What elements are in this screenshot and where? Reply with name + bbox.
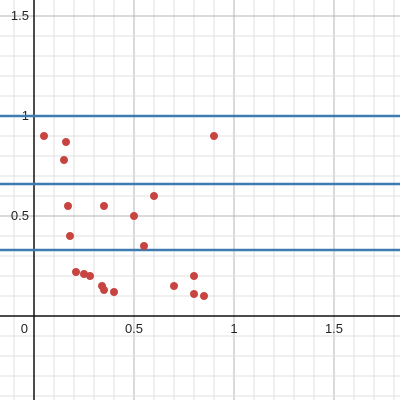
horizontal-lines [0,114,400,252]
data-point [170,282,178,290]
data-point [130,212,138,220]
data-point [210,132,218,140]
data-point [200,292,208,300]
data-point [150,192,158,200]
data-point [100,286,108,294]
data-point [110,288,118,296]
data-point [64,202,72,210]
data-point [190,290,198,298]
data-point [60,156,68,164]
data-point [62,138,70,146]
data-point [100,202,108,210]
data-point [86,272,94,280]
data-point [72,268,80,276]
data-point [40,132,48,140]
x-tick-label: 0.5 [125,321,143,336]
data-point [66,232,74,240]
y-tick-label: 0.5 [11,208,29,223]
x-tick-label: 0 [21,321,28,336]
data-point [190,272,198,280]
x-tick-label: 1 [230,321,237,336]
data-point [140,242,148,250]
x-tick-label: 1.5 [325,321,343,336]
y-tick-label: 1.5 [11,8,29,23]
data-points [40,132,218,300]
